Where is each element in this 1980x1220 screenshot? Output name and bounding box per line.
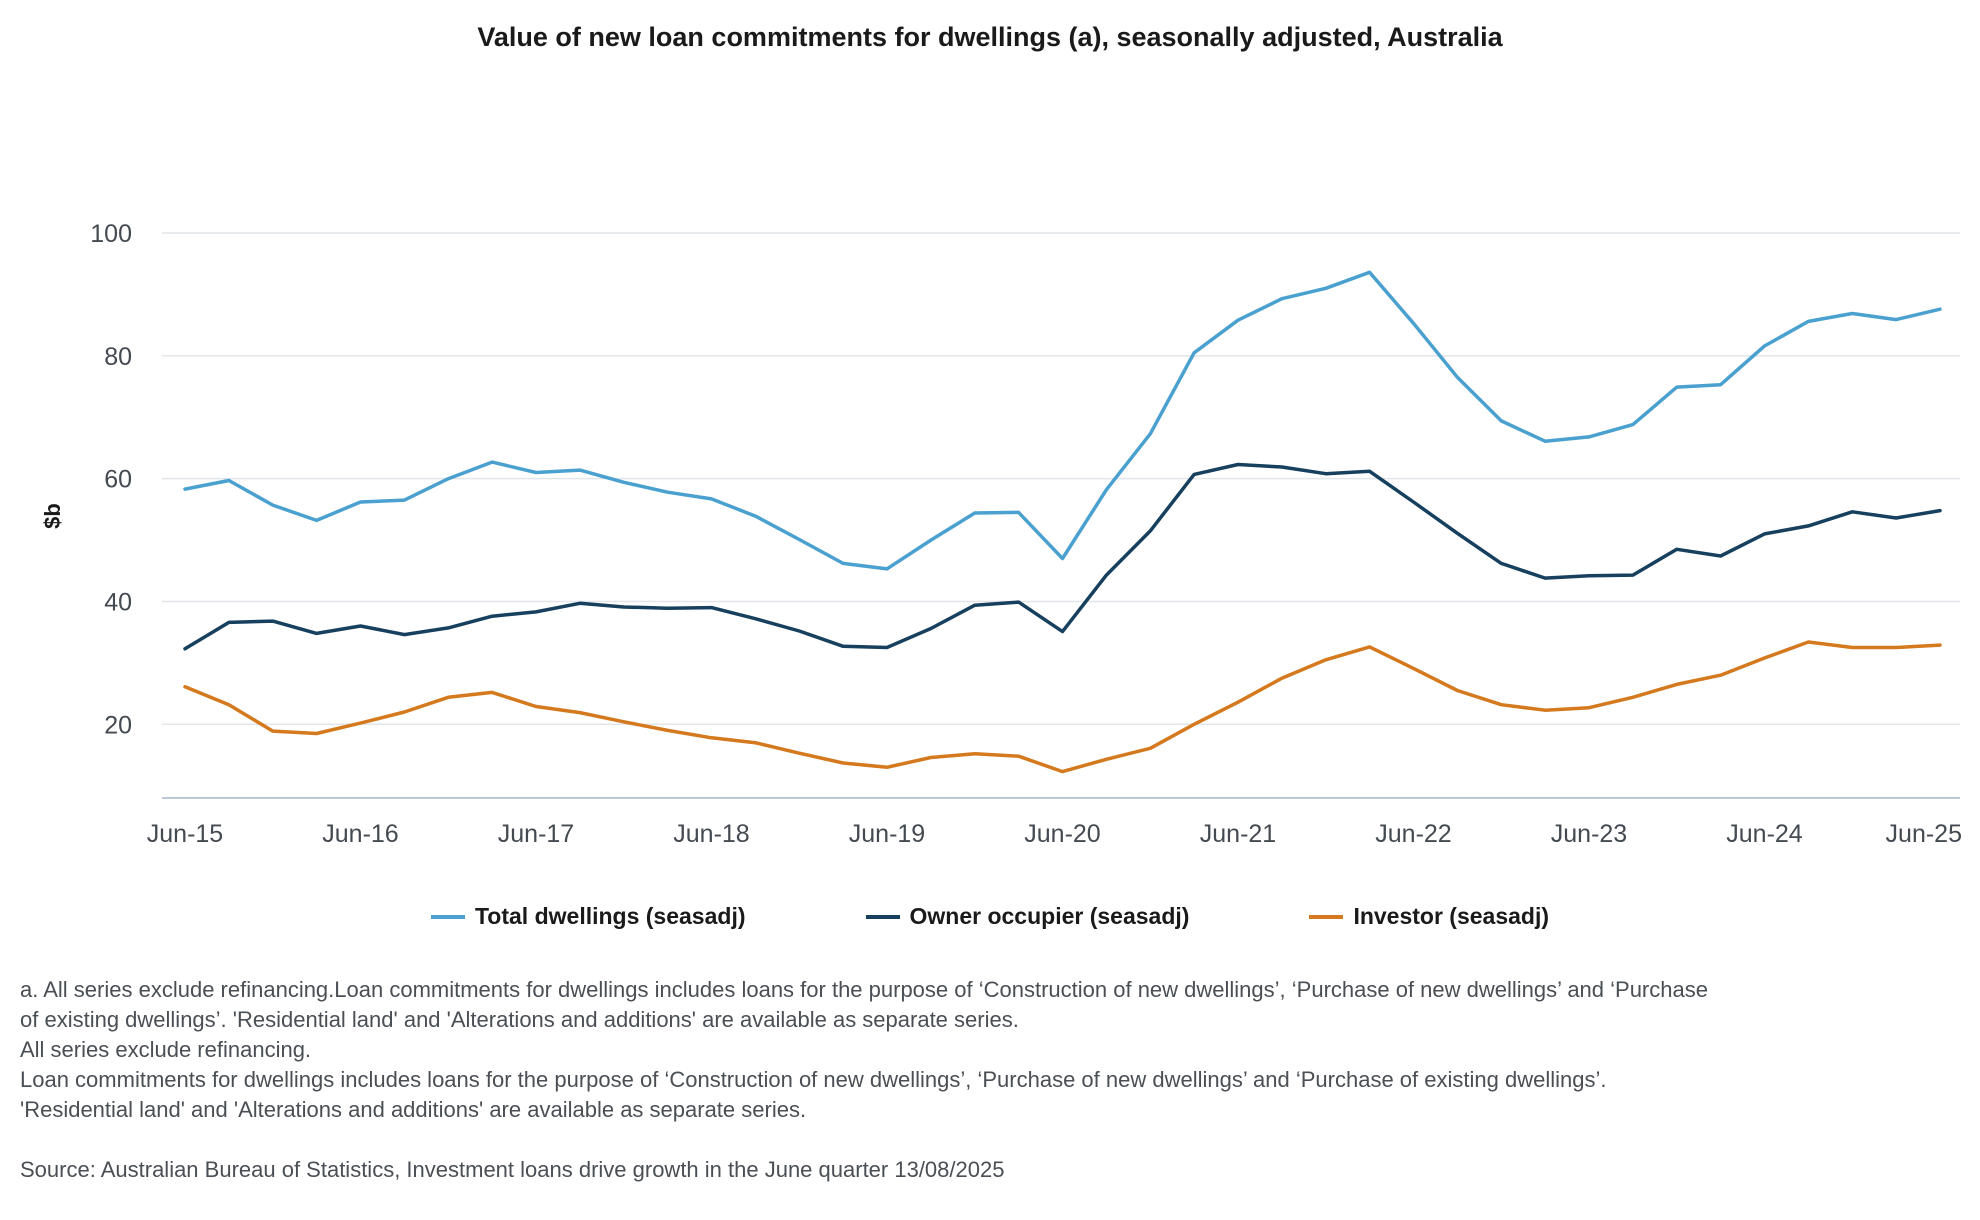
gridlines: [162, 232, 1960, 726]
footnote-line: Loan commitments for dwellings includes …: [20, 1067, 1607, 1092]
footnote-line: of existing dwellings’. 'Residential lan…: [20, 1007, 1019, 1032]
series-lines: [183, 270, 1942, 774]
y-tick-label: 100: [90, 220, 132, 248]
footnote-line: All series exclude refinancing.: [20, 1037, 312, 1062]
y-tick-label: 60: [104, 466, 132, 494]
series-line-total-dwellings[interactable]: [183, 270, 1942, 571]
series-line-investor[interactable]: [183, 640, 1942, 774]
legend-item-owner-occupier[interactable]: Owner occupier (seasadj): [865, 903, 1190, 930]
source-note: Source: Australian Bureau of Statistics,…: [20, 1157, 1005, 1182]
x-tick-label: Jun-21: [1200, 820, 1276, 848]
y-axis-ticks: 20 40 60 80 100: [90, 220, 132, 739]
x-axis-ticks: Jun-15 Jun-16 Jun-17 Jun-18 Jun-19 Jun-20 Jun-…: [147, 820, 1962, 848]
x-tick-label: Jun-25: [1886, 820, 1962, 848]
series-line-owner-occupier[interactable]: [183, 462, 1942, 651]
x-tick-label: Jun-24: [1726, 820, 1803, 848]
x-tick-label: Jun-19: [849, 820, 925, 848]
x-tick-label: Jun-17: [498, 820, 574, 848]
footnote-line: 'Residential land' and 'Alterations and …: [20, 1097, 807, 1122]
x-tick-label: Jun-22: [1375, 820, 1451, 848]
y-tick-label: 40: [104, 588, 132, 616]
legend-swatch-owner-occupier: [865, 914, 900, 919]
legend-label-owner-occupier: Owner occupier (seasadj): [909, 903, 1190, 929]
x-tick-label: Jun-20: [1024, 820, 1100, 848]
x-tick-label: Jun-15: [147, 820, 223, 848]
x-tick-label: Jun-18: [673, 820, 749, 848]
legend-item-total[interactable]: Total dwellings (seasadj): [430, 903, 746, 930]
chart-title: Value of new loan commitments for dwelli…: [477, 22, 1503, 52]
footnotes: a. All series exclude refinancing.Loan c…: [20, 975, 1970, 1125]
y-tick-label: 20: [104, 711, 132, 739]
legend-swatch-total: [430, 914, 465, 919]
x-tick-label: Jun-23: [1551, 820, 1627, 848]
legend: Total dwellings (seasadj) Owner occupier…: [0, 903, 1980, 930]
legend-label-investor: Investor (seasadj): [1353, 903, 1550, 929]
x-tick-label: Jun-16: [322, 820, 398, 848]
legend-swatch-investor: [1309, 914, 1344, 919]
legend-label-total: Total dwellings (seasadj): [474, 903, 746, 929]
y-tick-label: 80: [104, 343, 132, 371]
y-axis-label: $b: [40, 503, 65, 529]
footnote-line: a. All series exclude refinancing.Loan c…: [20, 977, 1708, 1002]
legend-item-investor[interactable]: Investor (seasadj): [1309, 903, 1549, 930]
